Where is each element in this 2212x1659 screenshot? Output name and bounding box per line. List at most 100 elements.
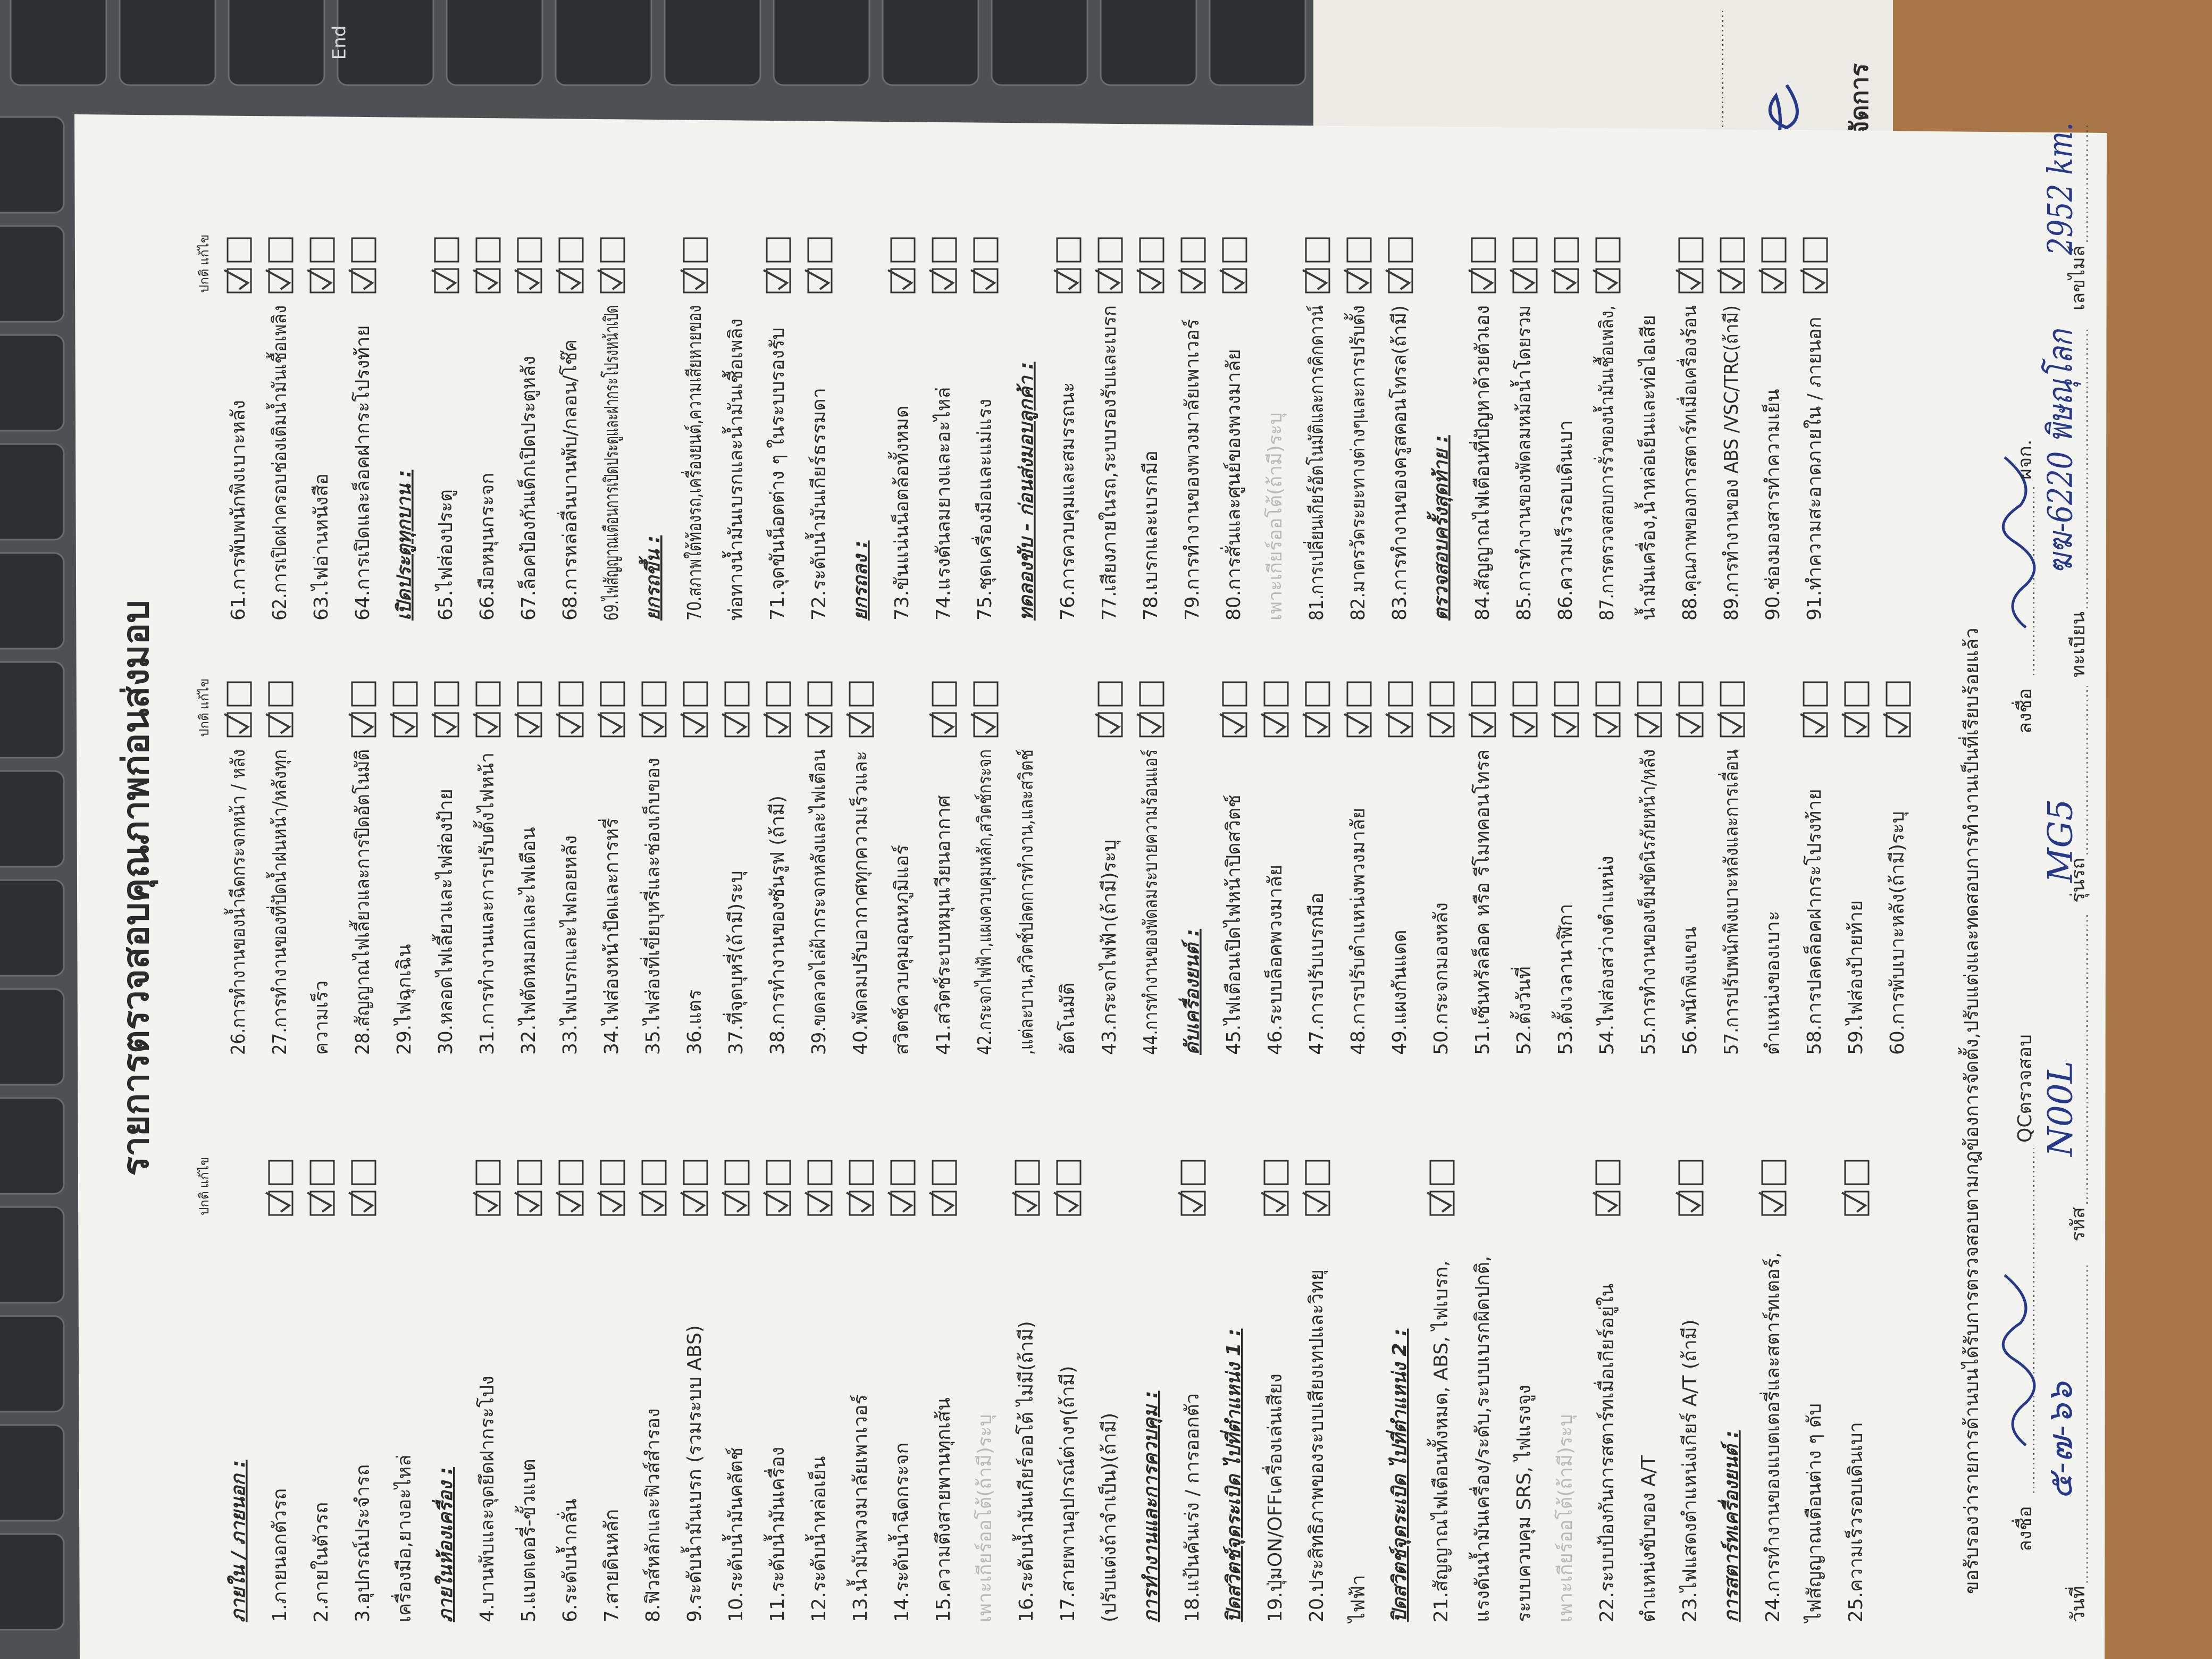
checkbox-normal [1720,268,1745,294]
check-mark [763,1192,789,1213]
checkbox-fix [683,681,708,707]
check-item: 42.กระจกไฟฟ้า,แผงควบคุมหลัก,สวิตช์กระจก [974,749,996,1055]
check-mark [763,713,789,734]
check-item: 81.การเปลี่ยนเกียร์อัตโนมัติและการคิกดาว… [1303,305,1328,621]
checkbox-fix [1305,237,1330,263]
checkbox-fix [475,237,501,263]
checkbox-fix [475,681,501,707]
check-item: 32.ไฟตัดหมอกและไฟเตือน [517,827,540,1055]
check-item: 86.ความเร็วรอบเดินเบา [1553,420,1577,621]
check-mark [556,269,582,290]
item-line: ไฟฟ้า [1347,1575,1369,1624]
checkbox-fix [600,237,625,263]
check-item: 51.เซ็นทรัลล็อค หรือ รีโมทคอนโทรล [1470,749,1494,1055]
checkbox-normal [1471,268,1496,294]
checkbox-normal [807,712,833,738]
checkbox-fix [268,1160,294,1185]
check-mark [597,269,623,290]
item-line: ,แต่ละบาน,สวิตช์ปลดการทำงาน,และสวิตช์ [1016,749,1037,1055]
check-mark [1219,269,1245,290]
check-mark [929,269,955,290]
check-mark [1551,269,1577,290]
checkbox-normal [1678,268,1704,294]
field-value: 2952 km. [2041,122,2081,256]
checkbox-fix [1595,681,1621,707]
checkbox-fix [1388,237,1413,263]
checkbox-normal [1097,268,1123,294]
checkbox-normal [1263,1191,1289,1216]
check-mark [1178,269,1204,290]
check-mark [1261,1192,1287,1213]
key [0,770,65,868]
checkbox-normal [1388,268,1413,294]
check-mark [1551,713,1577,734]
checkbox-normal [683,712,708,738]
checkbox-normal [890,268,916,294]
checkbox-fix [1844,681,1870,707]
checkbox-normal [1139,712,1164,738]
check-mark [473,713,499,734]
checkbox-fix [1844,1160,1870,1185]
check-mark [1758,269,1784,290]
checkbox-fix [724,681,750,707]
checkbox-fix [807,237,833,263]
checkbox-fix [807,681,833,707]
check-item: 21.สัญญาณไฟเตือนทั้งหมด, ABS, ไฟเบรก, [1427,1261,1452,1622]
check-item: 88.คุณภาพของการสตาร์ทเมื่อเครื่องร้อน [1677,305,1702,621]
checkbox-fix [1139,237,1164,263]
checkbox-normal [268,268,294,294]
checkbox-fix [1263,681,1289,707]
form: รายการตรวจสอบคุณภาพก่อนส่งมอบ ปกติแก้ไขภ… [115,122,2090,1624]
checkbox-normal [1678,1191,1704,1216]
check-mark [929,1192,955,1213]
checkbox-normal [1595,268,1621,294]
signature [2001,1274,2036,1446]
checkbox-normal [1678,712,1704,738]
checkbox-fix [1305,1160,1330,1185]
section-heading: ปิดสวิตช์จุดระเบิด ไปที่ตำแหน่ง 1 : [1220,1329,1245,1622]
check-item: 7.สายดินหลัก [601,1509,623,1622]
signature-label: ลงชื่อ [2012,688,2036,734]
checkbox-normal [1388,712,1413,738]
checkbox-fix [1346,237,1372,263]
check-item: 87.การตรวจสอบการรั่วของน้ำมันเชื้อเพลิง, [1593,305,1618,621]
checkbox-fix [973,681,999,707]
check-mark [348,713,374,734]
check-mark [307,1192,333,1213]
check-mark [1675,269,1702,290]
declaration: ขอรับรองว่ารายการด้านบนได้รับการตรวจสอบต… [1957,627,1983,1594]
checkbox-fix [1097,681,1123,707]
check-item: 8.ฟิวส์หลักและฟิวส์สำรอง [642,1408,664,1622]
checkbox-normal [1222,712,1247,738]
item-line: ความเร็ว [309,981,332,1055]
key [0,879,65,977]
checkbox-normal [1803,712,1828,738]
checkbox-fix [641,681,667,707]
checkbox-fix [434,681,459,707]
check-item: 15.ความตึงสายพานทุกเส้น [933,1397,955,1622]
checkbox-fix [890,1160,916,1185]
item-line: (ปรับแต่งถ้าจำเป็น)(ถ้ามี) [1097,1413,1120,1622]
check-item: 35.ไฟส่องที่เขี่ยบุหรี่และช่องเก็บของ [640,758,665,1055]
checkbox-normal [351,1191,376,1216]
checkbox-normal [973,268,999,294]
checkbox-fix [309,1160,335,1185]
checkbox-fix [517,237,542,263]
check-mark [1841,713,1867,734]
checkbox-normal [558,712,584,738]
checkbox-normal [683,268,708,294]
check-item: 77.เสียงภายในรถ,ระบบรองรับและเบรก [1098,305,1120,621]
checkbox-normal [1471,712,1496,738]
check-item: 19.ปุ่มON/OFFเครื่องเล่นเสียง [1262,1373,1287,1622]
checkbox-normal [724,712,750,738]
checkbox-normal [517,712,542,738]
item-line: ไฟสัญญาณเตือนต่าง ๆ ดับ [1803,1403,1825,1624]
check-item: 71.จุดขันน็อตต่าง ๆ ในระบบรองรับ [765,328,789,621]
check-header: ปกติ [197,1191,212,1215]
checkbox-normal [1180,268,1206,294]
checkbox-normal [1056,1191,1082,1216]
check-item: 23.ไฟแสดงตำแหน่งเกียร์ A/T (ถ้ามี) [1679,1319,1701,1622]
checkbox-fix [973,237,999,263]
